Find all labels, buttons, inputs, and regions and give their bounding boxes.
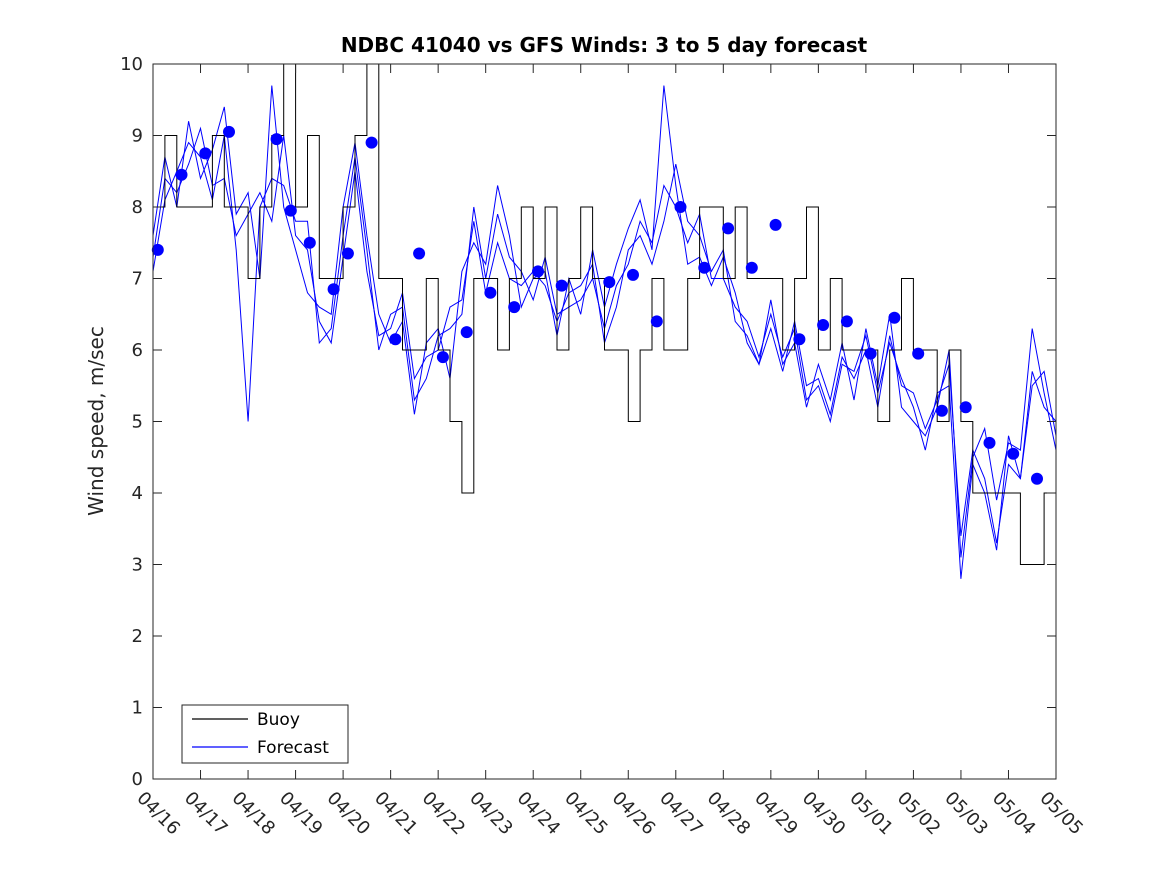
forecast-marker [460,326,473,339]
y-axis-label: Wind speed, m/sec [84,326,108,516]
plot-area [153,64,1056,779]
forecast-marker [769,218,782,231]
y-tick-label: 4 [132,483,143,504]
y-tick-label: 2 [132,626,143,647]
legend-box [181,704,349,764]
y-tick-label: 1 [132,698,143,719]
forecast-marker [864,347,877,360]
forecast-marker [270,133,283,146]
forecast-marker [912,347,925,360]
series-layer [151,63,1057,579]
forecast-marker [840,315,853,328]
forecast-marker [175,168,188,181]
forecast-marker [151,243,164,256]
y-tick-label: 3 [132,555,143,576]
forecast-marker [436,351,449,364]
forecast-marker [1031,472,1043,485]
y-tick-label: 8 [132,197,143,218]
forecast-marker [341,247,354,260]
forecast-marker [532,265,544,278]
legend-label-buoy: Buoy [257,710,300,730]
y-tick-label: 6 [132,340,143,361]
forecast-marker [1007,447,1020,460]
forecast-marker [284,204,297,217]
forecast-marker [674,201,687,213]
forecast-marker [327,283,340,296]
forecast-marker [935,404,948,417]
legend-label-forecast: Forecast [257,738,329,758]
forecast-marker [303,236,316,249]
forecast-marker [413,247,426,260]
y-tick-label: 5 [132,412,143,433]
forecast-marker [745,261,758,274]
forecast-marker [365,136,378,149]
forecast-marker [555,279,568,292]
forecast-marker [793,333,806,346]
forecast-marker [722,222,735,235]
y-tick-label: 0 [132,769,143,790]
legend: Buoy Forecast [181,704,349,764]
forecast-marker [817,319,830,331]
forecast-marker [959,401,972,414]
forecast-marker [223,125,235,138]
forecast-marker [698,261,711,274]
forecast-marker [650,315,663,328]
chart-title: NDBC 41040 vs GFS Winds: 3 to 5 day fore… [341,33,868,57]
forecast-marker [484,286,497,299]
forecast-marker [389,333,402,346]
y-tick-label: 10 [120,54,143,75]
forecast-marker [199,147,212,160]
y-tick-label: 9 [132,126,143,147]
forecast-marker [508,301,521,314]
forecast-marker [888,311,901,324]
y-tick-label: 7 [132,269,143,290]
forecast-marker [603,276,616,289]
forecast-marker [983,436,996,449]
buoy-line [153,63,1056,565]
forecast-marker [627,268,639,281]
